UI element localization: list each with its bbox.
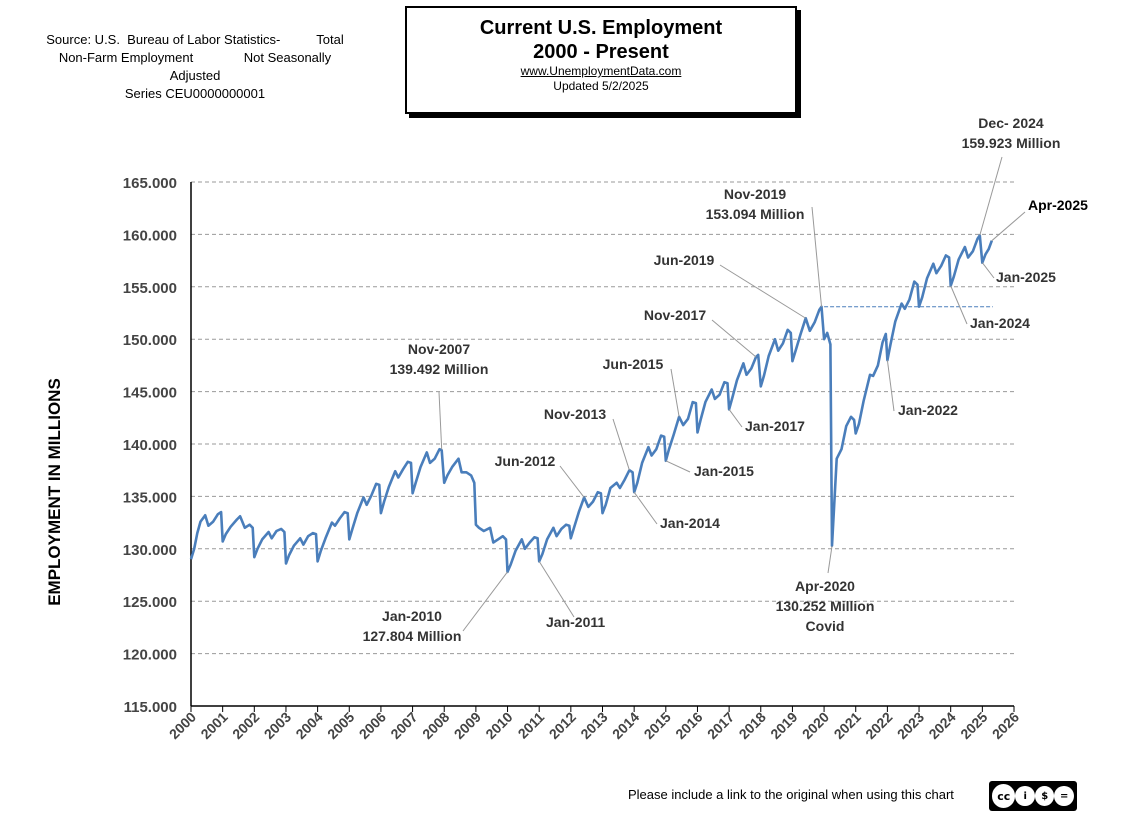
x-tick-label: 2004 — [292, 709, 325, 742]
x-tick-label: 2016 — [672, 709, 705, 742]
y-tick-label: 165.000 — [123, 175, 177, 192]
y-tick-label: 145.000 — [123, 385, 177, 402]
annotation-label: Nov-2019 — [724, 186, 786, 202]
x-tick-label: 2017 — [704, 709, 737, 742]
footer-note: Please include a link to the original wh… — [628, 787, 954, 802]
annotation-leader — [886, 360, 895, 412]
annotation-leader — [981, 262, 995, 279]
x-tick-label: 2024 — [925, 709, 958, 742]
nc-icon: $ — [1034, 786, 1055, 806]
annotation-leader — [670, 368, 680, 417]
annotation-leader — [811, 206, 823, 307]
annotation-leader — [559, 465, 585, 498]
x-tick-label: 2014 — [609, 709, 642, 742]
x-tick-label: 2022 — [862, 709, 895, 742]
x-tick-label: 2025 — [957, 709, 990, 742]
annotation-label: Jun-2015 — [603, 356, 664, 372]
x-tick-label: 2013 — [577, 709, 610, 742]
source-note-line: Series CEU0000000001 — [124, 86, 266, 101]
annotation-label: 127.804 Million — [363, 628, 462, 644]
annotation-leader — [665, 460, 691, 473]
x-tick-label: 2005 — [324, 709, 357, 742]
y-tick-label: 125.000 — [123, 594, 177, 611]
x-tick-label: 2008 — [419, 709, 452, 742]
source-note-line: Adjusted — [169, 68, 221, 83]
annotation-label: Nov-2013 — [544, 406, 606, 422]
annotation-label: Jan-2024 — [970, 315, 1030, 331]
annotation-label: 153.094 Million — [706, 206, 805, 222]
annotation-label: 159.923 Million — [962, 135, 1061, 151]
x-tick-label: 2009 — [451, 709, 484, 742]
x-tick-label: 2002 — [229, 709, 262, 742]
title-box: Current U.S. Employment 2000 - Present w… — [405, 6, 797, 114]
source-note-line: Non-Farm Employment Not Seasonally — [58, 50, 332, 65]
annotation-leader — [719, 264, 806, 319]
y-tick-label: 160.000 — [123, 227, 177, 244]
y-tick-label: 150.000 — [123, 332, 177, 349]
y-tick-label: 140.000 — [123, 437, 177, 454]
annotation-label: Nov-2017 — [644, 307, 706, 323]
annotation-label: Apr-2025 — [1028, 197, 1088, 213]
cc-icon: cc — [992, 784, 1016, 808]
annotation-label: 130.252 Million — [776, 598, 875, 614]
annotation-leader — [950, 285, 968, 325]
annotation-leader — [462, 571, 508, 632]
source-note-line: Source: U.S. Bureau of Labor Statistics-… — [46, 32, 344, 47]
x-tick-label: 2001 — [197, 709, 230, 742]
y-tick-label: 115.000 — [124, 699, 177, 716]
x-tick-label: 2021 — [831, 709, 864, 742]
x-tick-label: 2003 — [261, 709, 294, 742]
annotation-label: Jan-2011 — [546, 614, 605, 630]
x-tick-label: 2010 — [482, 709, 515, 742]
annotation-label: 139.492 Million — [390, 361, 489, 377]
y-tick-label: 130.000 — [123, 542, 177, 559]
annotation-label: Jan-2022 — [898, 402, 958, 418]
source-note: Source: U.S. Bureau of Labor Statistics-… — [30, 31, 360, 103]
nd-icon: = — [1054, 786, 1075, 806]
y-tick-label: 120.000 — [123, 647, 177, 664]
x-tick-label: 2019 — [767, 709, 800, 742]
cc-license-badge[interactable]: cc i $ = — [989, 781, 1077, 811]
updated-date: Updated 5/2/2025 — [553, 79, 649, 93]
x-tick-label: 2015 — [641, 709, 674, 742]
x-tick-label: 2020 — [799, 709, 832, 742]
x-tick-label: 2023 — [894, 709, 927, 742]
annotation-leader — [538, 561, 575, 618]
annotation-leader — [711, 319, 757, 358]
x-tick-label: 2007 — [387, 709, 420, 742]
annotation-label: Covid — [806, 618, 845, 634]
annotation-label: Nov-2007 — [408, 341, 470, 357]
chart-subtitle: 2000 - Present — [533, 41, 669, 63]
annotation-label: Jun-2012 — [495, 453, 556, 469]
annotation-label: Jan-2015 — [694, 463, 754, 479]
annotation-leader — [438, 391, 443, 450]
chart-title: Current U.S. Employment — [479, 17, 723, 39]
annotation-label: Jan-2014 — [660, 515, 720, 531]
y-tick-label: 135.000 — [123, 489, 177, 506]
annotation-leader — [991, 211, 1026, 242]
website-link[interactable]: www.UnemploymentData.com — [520, 64, 682, 78]
y-tick-label: 155.000 — [123, 280, 177, 297]
annotation-label: Jan-2017 — [745, 418, 805, 434]
annotation-label: Dec- 2024 — [978, 115, 1044, 131]
employment-series-line — [189, 234, 994, 574]
x-tick-label: 2026 — [989, 709, 1022, 742]
annotation-leader — [633, 491, 658, 525]
annotation-label: Jan-2010 — [382, 608, 442, 624]
x-tick-label: 2018 — [736, 709, 769, 742]
x-tick-label: 2012 — [546, 709, 579, 742]
annotation-label: Jun-2019 — [654, 252, 715, 268]
annotation-label: Apr-2020 — [795, 578, 855, 594]
annotation-leader — [612, 418, 630, 471]
x-tick-label: 2011 — [515, 709, 548, 742]
annotation-label: Jan-2025 — [996, 269, 1056, 285]
x-tick-label: 2006 — [356, 709, 389, 742]
by-icon: i — [1015, 786, 1035, 806]
annotation-leader — [827, 546, 833, 574]
annotation-leader — [979, 156, 1003, 236]
annotation-leader — [728, 409, 743, 428]
